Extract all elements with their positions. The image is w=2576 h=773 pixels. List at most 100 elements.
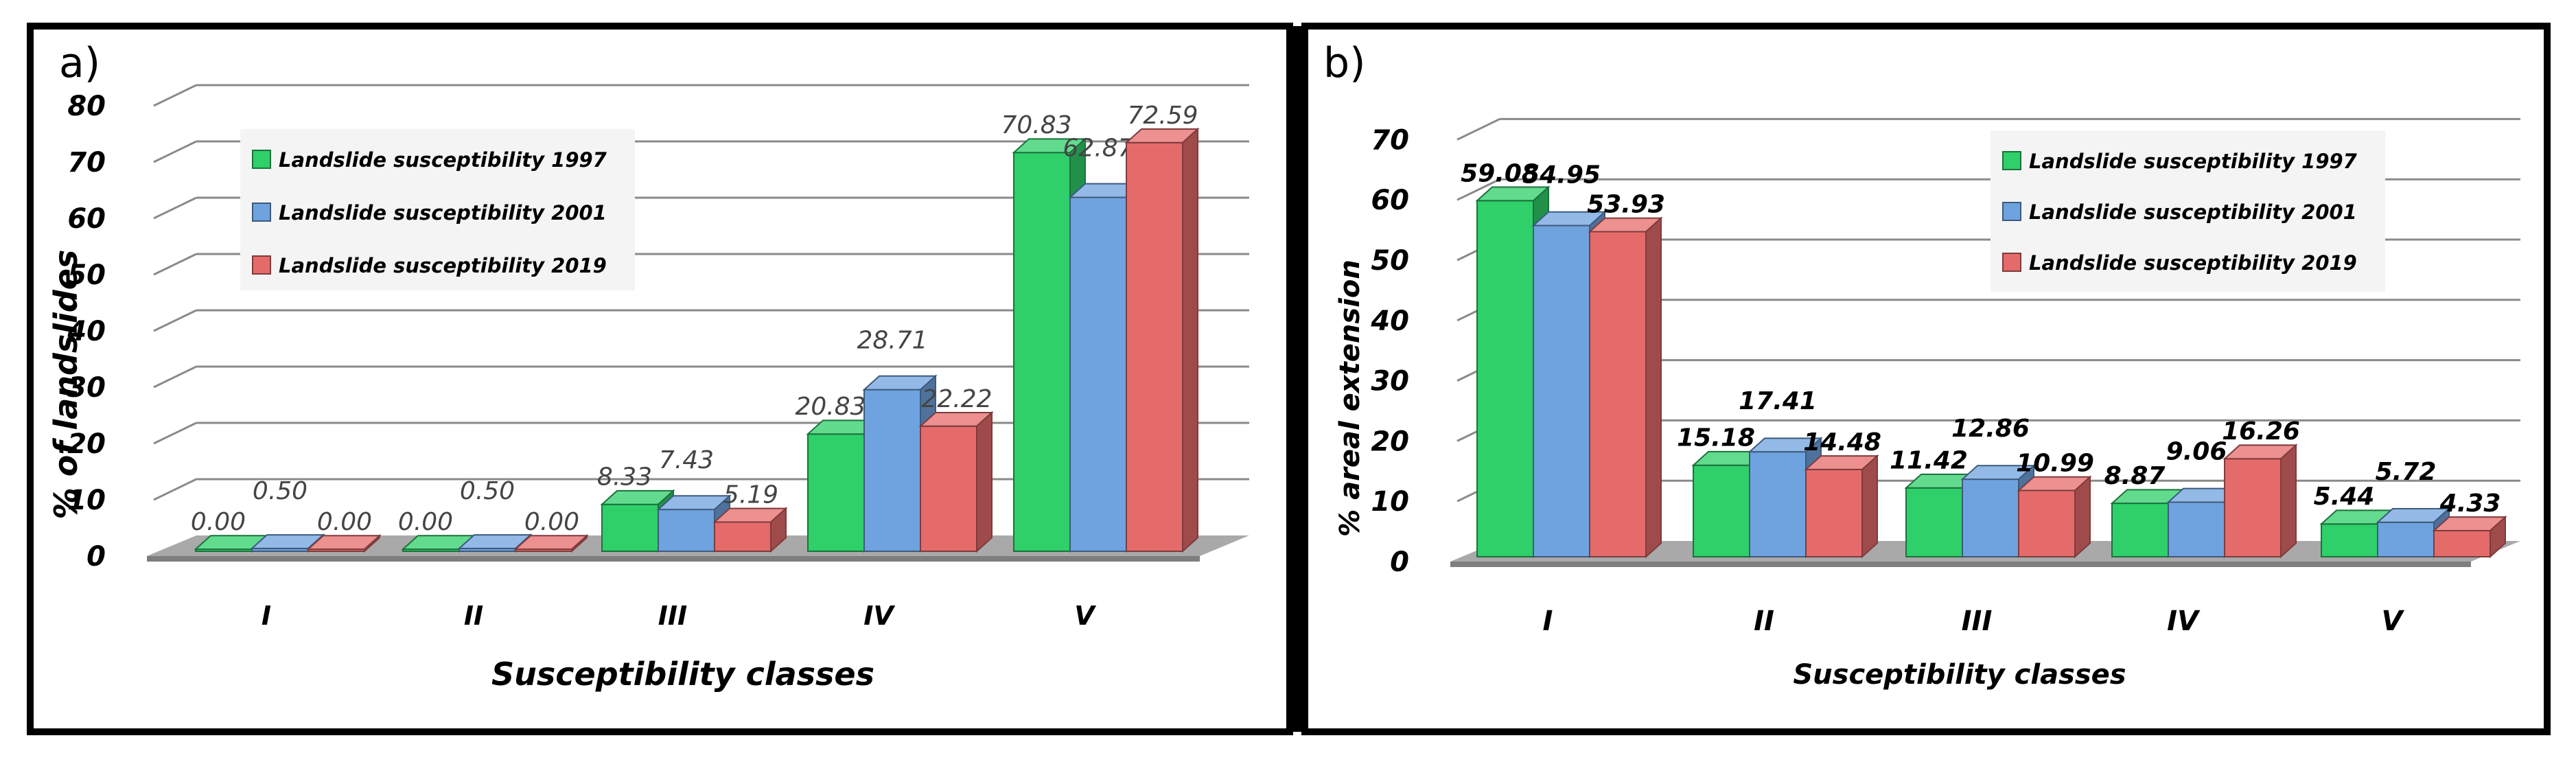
y-tick-label: 50 [1371, 245, 1409, 277]
panel-a-xlabel: Susceptibility classes [491, 656, 874, 693]
data-label: 5.44 [2314, 483, 2375, 511]
data-label: 28.71 [857, 327, 927, 355]
gridline-diagonal [153, 309, 197, 332]
data-label: 8.33 [597, 463, 652, 492]
chart-floor-edge [147, 556, 1200, 562]
panel-b-xlabel: Susceptibility classes [1793, 659, 2126, 691]
bar [1126, 141, 1183, 552]
legend-swatch [2002, 151, 2021, 170]
x-tick-label: III [1962, 605, 1993, 637]
x-tick-label: III [658, 601, 687, 631]
x-tick-label: II [1754, 605, 1774, 637]
bar [1693, 464, 1750, 557]
x-tick-label: V [1074, 601, 1096, 631]
data-label: 22.22 [921, 385, 992, 413]
y-tick-label: 20 [1371, 426, 1409, 457]
panel-divider [1290, 26, 1305, 732]
y-tick-label: 60 [1371, 185, 1409, 216]
data-label: 7.43 [659, 446, 714, 474]
data-label: 0.50 [253, 477, 308, 505]
data-label: 72.59 [1127, 102, 1198, 130]
data-label: 16.26 [2222, 417, 2300, 446]
data-label: 4.33 [2439, 489, 2501, 518]
legend-box [1991, 130, 2385, 292]
bar [1013, 152, 1071, 553]
panel-b-ylabel: % areal extension [1334, 259, 1366, 537]
legend-swatch [252, 150, 271, 169]
y-tick-label: 60 [67, 203, 106, 235]
data-label: 53.93 [1587, 190, 1665, 218]
bar-side [976, 411, 993, 553]
gridline-diagonal [153, 140, 197, 163]
bar [1962, 478, 2019, 557]
legend-label: Landslide susceptibility 2019 [2029, 251, 2357, 275]
bar [2111, 503, 2169, 557]
data-label: 12.86 [1951, 415, 2030, 443]
gridline-diagonal [1457, 118, 1500, 141]
bar-side [1861, 454, 1878, 559]
gridline-diagonal [1457, 178, 1500, 201]
bar [1805, 468, 1863, 557]
x-tick-label: IV [2167, 605, 2201, 637]
y-tick-label: 40 [67, 316, 106, 347]
data-label: 20.83 [795, 393, 866, 421]
legend-swatch [2002, 202, 2021, 221]
x-tick-label: I [1543, 605, 1553, 637]
legend-label: Landslide susceptibility 2019 [279, 254, 607, 277]
gridline-diagonal [153, 84, 197, 107]
data-label: 0.00 [191, 508, 246, 536]
data-label: 59.08 [1461, 159, 1539, 187]
data-label: 5.72 [2376, 458, 2437, 486]
data-label: 9.06 [2166, 437, 2227, 465]
legend-label: Landslide susceptibility 1997 [279, 148, 607, 172]
bar [1905, 487, 1963, 558]
legend-label: Landslide susceptibility 1997 [2029, 150, 2358, 173]
gridline-diagonal [153, 478, 197, 501]
legend-label: Landslide susceptibility 2001 [279, 201, 607, 224]
data-label: 62.87 [1063, 134, 1133, 162]
data-label: 70.83 [1001, 111, 1071, 139]
bar-side [1182, 127, 1198, 553]
data-label: 0.00 [317, 508, 372, 536]
gridline-diagonal [153, 253, 197, 276]
data-label: 17.41 [1739, 387, 1817, 415]
data-label: 0.00 [398, 508, 453, 536]
y-tick-label: 70 [67, 147, 106, 178]
y-tick-label: 0 [86, 541, 106, 573]
bar [658, 509, 715, 552]
bar-side [2280, 443, 2297, 559]
data-label: 5.19 [723, 481, 778, 509]
y-tick-label: 0 [1390, 546, 1409, 578]
data-label: 15.18 [1677, 424, 1755, 452]
bar [2321, 523, 2378, 558]
bar [807, 433, 865, 552]
y-tick-label: 10 [1371, 486, 1409, 518]
bar [2224, 458, 2282, 557]
x-tick-label: I [262, 601, 271, 631]
y-tick-label: 80 [67, 91, 106, 122]
bar [714, 521, 771, 553]
y-tick-label: 10 [67, 485, 106, 516]
y-tick-label: 20 [67, 428, 106, 460]
gridline-diagonal [153, 422, 197, 445]
legend-box [240, 129, 635, 290]
bar-side [571, 533, 588, 553]
y-tick-label: 40 [1370, 305, 1409, 337]
legend-swatch [2002, 253, 2021, 272]
panel-b-label: b) [1323, 39, 1366, 87]
x-tick-label: V [2382, 605, 2405, 637]
bar-side [1645, 216, 1662, 559]
data-label: 54.95 [1522, 161, 1601, 189]
chart-floor-edge [1450, 562, 2471, 567]
bar [2377, 521, 2435, 557]
bar [2018, 489, 2076, 558]
legend-swatch [252, 255, 271, 275]
bar [1589, 231, 1647, 557]
bar [1476, 200, 1534, 557]
bar-side [2074, 475, 2091, 559]
bar-side [2490, 515, 2506, 559]
y-tick-label: 70 [1371, 124, 1409, 156]
